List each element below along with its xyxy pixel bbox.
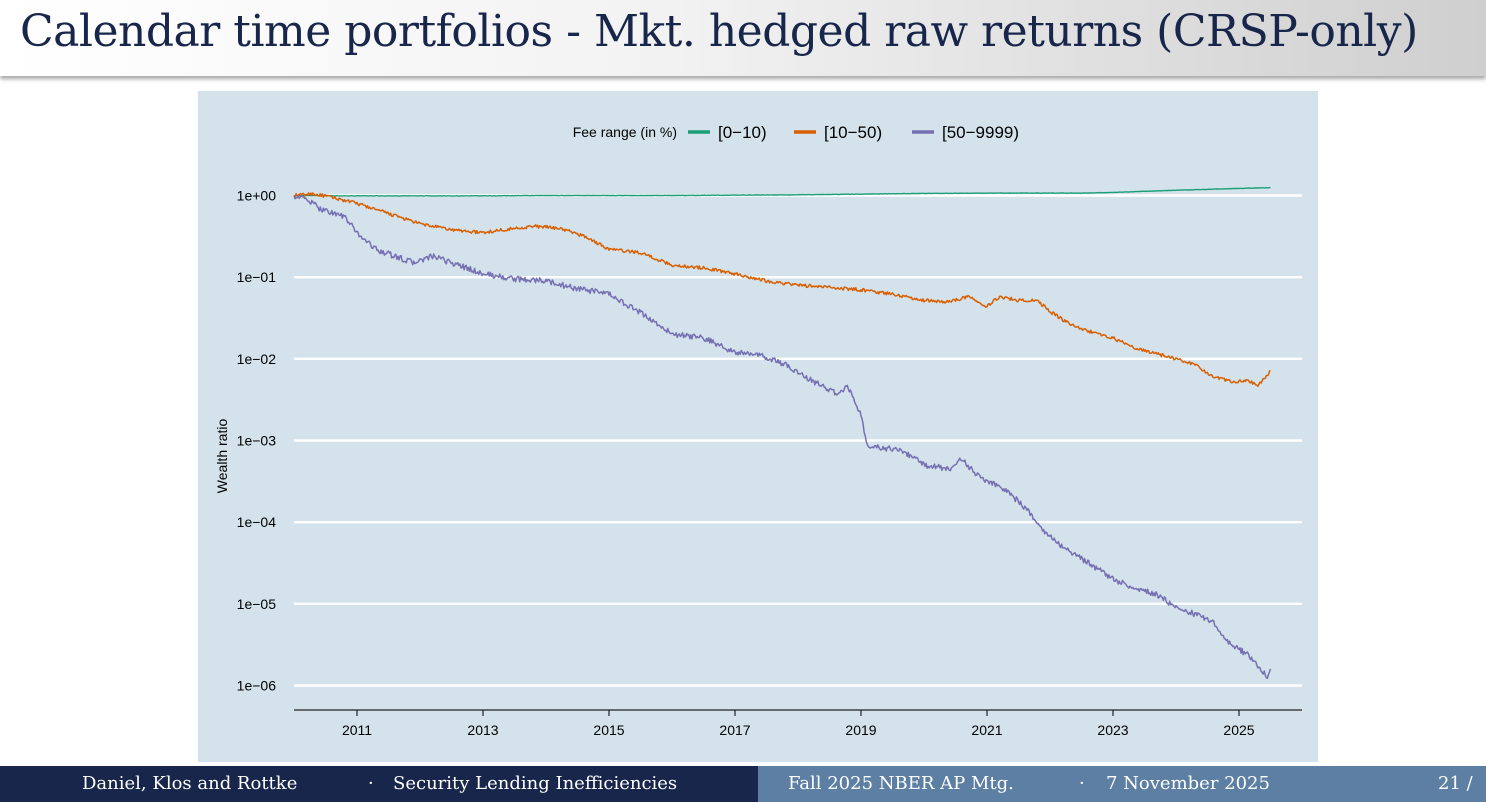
footer-left: Daniel, Klos and Rottke · Security Lendi… (0, 766, 758, 802)
series-lines (293, 186, 1272, 680)
legend-label-mid: [10−50) (824, 123, 882, 142)
y-axis-ticks: 1e+00 1e−01 1e−02 1e−03 1e−04 1e−05 1e−06 (237, 188, 277, 694)
footer-date: 7 November 2025 (1106, 773, 1270, 794)
x-tick-label: 2013 (467, 722, 498, 738)
legend-title: Fee range (in %) (573, 124, 677, 140)
y-tick-label: 1e−04 (237, 514, 277, 530)
x-tick-label: 2015 (593, 722, 624, 738)
series-line-high-fee (293, 194, 1272, 680)
footer-separator: · (1079, 773, 1085, 794)
x-tick-label: 2011 (342, 722, 372, 738)
x-tick-label: 2023 (1097, 722, 1128, 738)
series-line-low-fee (293, 186, 1271, 197)
y-tick-label: 1e−05 (237, 596, 277, 612)
x-tick-label: 2019 (845, 722, 876, 738)
y-tick-label: 1e−03 (237, 433, 277, 449)
x-tick-label: 2021 (971, 722, 1002, 738)
slide-title: Calendar time portfolios - Mkt. hedged r… (20, 6, 1418, 57)
y-tick-label: 1e+00 (237, 188, 277, 204)
legend: Fee range (in %) [0−10) [10−50) [50−9999… (573, 123, 1019, 142)
y-tick-label: 1e−01 (237, 269, 277, 285)
series-line-mid-fee (293, 192, 1271, 388)
footer-separator: · (368, 773, 374, 794)
x-tick-label: 2025 (1223, 722, 1254, 738)
footer-event: Fall 2025 NBER AP Mtg. (788, 773, 1014, 794)
y-axis-label: Wealth ratio (214, 419, 230, 494)
x-tick-label: 2017 (719, 722, 750, 738)
legend-label-high: [50−9999) (942, 123, 1019, 142)
legend-label-low: [0−10) (718, 123, 767, 142)
x-axis-ticks: 2011 2013 2015 2017 2019 2021 2023 2025 (342, 710, 1255, 738)
wealth-ratio-chart: 2011 2013 2015 2017 2019 2021 2023 2025 1e+001e… (198, 91, 1318, 762)
footer-authors: Daniel, Klos and Rottke (82, 773, 298, 794)
footer-topic: Security Lending Inefficiencies (393, 773, 678, 794)
y-tick-label: 1e−02 (237, 351, 277, 367)
y-tick-label: 1e−06 (237, 678, 277, 694)
chart-background (198, 91, 1318, 762)
footer-page-number: 21 / (1438, 773, 1473, 794)
footer-right: Fall 2025 NBER AP Mtg. · 7 November 2025… (758, 766, 1486, 802)
footer: Daniel, Klos and Rottke · Security Lendi… (0, 766, 1486, 802)
title-bar: Calendar time portfolios - Mkt. hedged r… (0, 0, 1486, 76)
chart-panel: 2011 2013 2015 2017 2019 2021 2023 2025 1e+00 1e… (198, 91, 1318, 762)
